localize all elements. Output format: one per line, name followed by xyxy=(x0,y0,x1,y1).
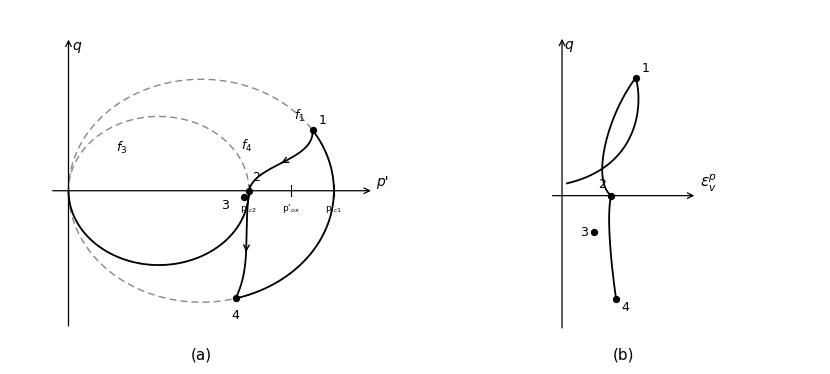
Text: 1: 1 xyxy=(642,62,650,75)
Point xyxy=(629,75,642,81)
Text: p'$_{c2}$: p'$_{c2}$ xyxy=(241,202,257,215)
Point xyxy=(237,194,251,200)
Text: 2: 2 xyxy=(251,171,260,184)
Text: p'$_{c1}$: p'$_{c1}$ xyxy=(325,202,343,215)
Text: q: q xyxy=(72,39,81,53)
Text: $f_1$: $f_1$ xyxy=(294,108,305,125)
Text: $f_4$: $f_4$ xyxy=(241,138,252,154)
Text: $f_3$: $f_3$ xyxy=(116,140,128,156)
Text: 1: 1 xyxy=(320,114,327,128)
Text: $\varepsilon_v^p$: $\varepsilon_v^p$ xyxy=(700,173,717,194)
Point xyxy=(242,188,256,194)
Text: p'$_{ox}$: p'$_{ox}$ xyxy=(282,202,300,215)
Point xyxy=(229,295,242,301)
Text: 4: 4 xyxy=(621,301,629,314)
Text: 4: 4 xyxy=(232,309,240,322)
Text: p': p' xyxy=(376,175,389,189)
Point xyxy=(609,296,622,302)
Point xyxy=(604,193,618,199)
Text: (b): (b) xyxy=(613,348,634,363)
Text: 3: 3 xyxy=(580,226,588,239)
Text: 3: 3 xyxy=(222,199,229,212)
Text: (a): (a) xyxy=(191,347,212,362)
Point xyxy=(588,230,601,236)
Text: q: q xyxy=(564,39,574,52)
Point xyxy=(306,127,320,133)
Text: 2: 2 xyxy=(598,178,606,191)
